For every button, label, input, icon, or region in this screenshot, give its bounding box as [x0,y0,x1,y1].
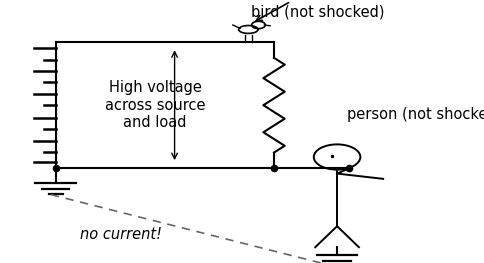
Text: bird (not shocked): bird (not shocked) [250,4,384,19]
Text: person (not shocked): person (not shocked) [346,107,484,122]
Text: High voltage
across source
and load: High voltage across source and load [105,80,205,130]
Text: no current!: no current! [80,226,162,242]
